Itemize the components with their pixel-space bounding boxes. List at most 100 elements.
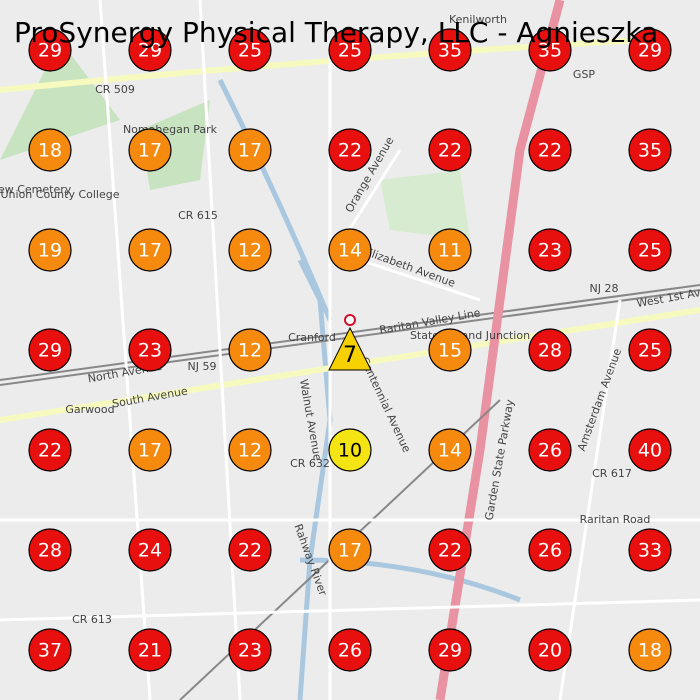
rank-marker: [228, 28, 272, 72]
rank-marker: [28, 228, 72, 272]
rank-label: 22: [238, 540, 262, 562]
rank-label: 17: [138, 240, 162, 262]
rank-marker: [28, 528, 72, 572]
map-label: NJ 28: [590, 282, 619, 295]
rank-label: 26: [538, 540, 562, 562]
rank-marker: [128, 28, 172, 72]
rank-marker: [328, 528, 372, 572]
rank-marker: [628, 628, 672, 672]
rank-label: 22: [38, 440, 62, 462]
rank-marker: [528, 428, 572, 472]
map-label: CR 615: [178, 209, 218, 222]
rank-label: 17: [138, 440, 162, 462]
rank-marker: [428, 628, 472, 672]
map-label: NJ 59: [188, 360, 217, 373]
rank-marker: [228, 128, 272, 172]
map-label: CR 617: [592, 467, 632, 480]
map-label: Raritan Road: [580, 513, 651, 526]
rank-marker: [28, 628, 72, 672]
rank-label: 19: [38, 240, 62, 262]
rank-label: 22: [338, 140, 362, 162]
map-label: CR 509: [95, 83, 135, 96]
rank-label: 29: [138, 40, 162, 62]
rank-marker: [28, 28, 72, 72]
rank-label: 17: [338, 540, 362, 562]
rank-marker: [328, 428, 372, 472]
map-label: Cranford: [288, 331, 336, 344]
rank-label: 25: [638, 340, 662, 362]
rank-marker: [228, 428, 272, 472]
rank-label: 26: [538, 440, 562, 462]
map-label: CR 632: [290, 457, 330, 470]
rank-marker: [228, 328, 272, 372]
rank-label: 7: [343, 343, 357, 368]
rank-marker: [428, 228, 472, 272]
map-label: Staten Island Junction: [410, 329, 530, 342]
map-label: GSP: [573, 68, 596, 81]
rank-label: 29: [38, 40, 62, 62]
rank-label: 28: [538, 340, 562, 362]
rank-label: 14: [338, 240, 362, 262]
rank-label: 35: [638, 140, 662, 162]
rank-marker: [428, 28, 472, 72]
rank-label: 17: [138, 140, 162, 162]
rank-label: 22: [438, 140, 462, 162]
rank-marker: [628, 28, 672, 72]
rank-label: 10: [338, 440, 362, 462]
rank-label: 26: [338, 640, 362, 662]
rank-label: 12: [238, 440, 262, 462]
map-label: Garwood: [65, 403, 114, 416]
rank-label: 22: [438, 540, 462, 562]
map-label: Union County College: [1, 188, 120, 201]
rank-label: 17: [238, 140, 262, 162]
rank-marker: [528, 228, 572, 272]
rank-marker: [128, 228, 172, 272]
rank-label: 23: [238, 640, 262, 662]
rank-label: 20: [538, 640, 562, 662]
rank-marker: [128, 428, 172, 472]
rank-label: 25: [238, 40, 262, 62]
rank-marker: [628, 528, 672, 572]
title: ProSynergy Physical Therapy, LLC - Agnie…: [14, 16, 658, 49]
rank-marker: [328, 228, 372, 272]
rank-label: 15: [438, 340, 462, 362]
rank-marker: [228, 628, 272, 672]
rank-marker: [528, 128, 572, 172]
rank-label: 21: [138, 640, 162, 662]
rank-marker: [328, 128, 372, 172]
rank-label: 18: [638, 640, 662, 662]
rank-marker: [328, 628, 372, 672]
rank-label: 40: [638, 440, 662, 462]
rank-marker: [628, 428, 672, 472]
rank-label: 12: [238, 340, 262, 362]
map-label: CR 613: [72, 613, 112, 626]
rank-label: 28: [38, 540, 62, 562]
rank-label: 24: [138, 540, 162, 562]
rank-marker: [428, 328, 472, 372]
rank-marker: [128, 528, 172, 572]
rank-label: 25: [638, 240, 662, 262]
rank-label: 25: [338, 40, 362, 62]
location-pin: [344, 314, 356, 326]
rank-marker: [28, 328, 72, 372]
rank-marker: [528, 628, 572, 672]
rank-label: 29: [38, 340, 62, 362]
rank-label: 37: [38, 640, 62, 662]
rank-marker: [328, 326, 372, 371]
rank-marker: [628, 128, 672, 172]
rank-marker: [328, 28, 372, 72]
rank-marker: [428, 428, 472, 472]
rank-marker: [228, 528, 272, 572]
rank-label: 23: [538, 240, 562, 262]
rank-label: 11: [438, 240, 462, 262]
rank-label: 23: [138, 340, 162, 362]
rank-label: 18: [38, 140, 62, 162]
rank-label: 35: [538, 40, 562, 62]
rank-marker: [28, 428, 72, 472]
rank-label: 33: [638, 540, 662, 562]
rank-marker: [128, 328, 172, 372]
rank-label: 12: [238, 240, 262, 262]
rank-marker: [628, 228, 672, 272]
rank-marker: [428, 528, 472, 572]
